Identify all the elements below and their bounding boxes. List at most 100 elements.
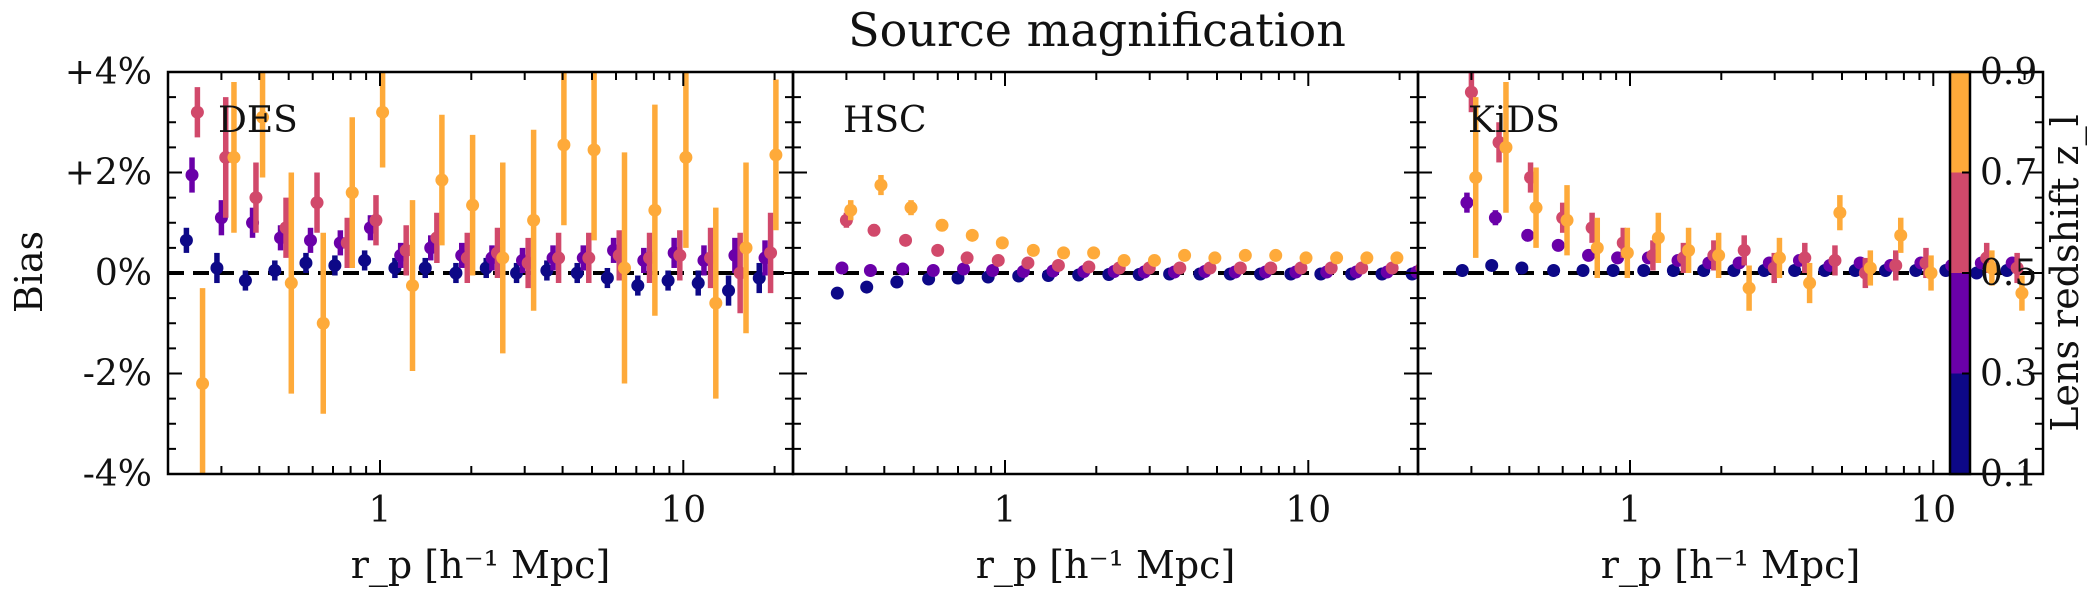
data-point	[679, 150, 693, 164]
data-point	[1385, 261, 1399, 275]
data-point	[1082, 260, 1096, 274]
data-point	[1833, 206, 1847, 220]
data-point	[600, 271, 614, 285]
data-point	[496, 251, 510, 265]
data-point	[1737, 243, 1751, 257]
x-tick-label: 1	[1619, 490, 1642, 531]
data-point	[986, 263, 1000, 277]
data-point	[648, 203, 662, 217]
data-point	[1057, 246, 1071, 260]
data-point	[1637, 263, 1651, 277]
data-point	[1515, 261, 1529, 275]
data-point	[764, 246, 778, 260]
data-point	[1803, 276, 1817, 290]
ticks	[167, 71, 793, 475]
x-tick-label: 1	[994, 490, 1017, 531]
data-point	[874, 178, 888, 192]
data-point	[1712, 248, 1726, 262]
y-tick-label: -4%	[83, 454, 152, 495]
data-point	[1087, 246, 1101, 260]
x-axis-label: r_p [h⁻¹ Mpc]	[351, 543, 611, 588]
data-point	[540, 263, 554, 277]
data-point	[582, 251, 596, 265]
data-point	[1324, 261, 1338, 275]
series-3	[196, 72, 783, 474]
y-tick-label: +4%	[65, 52, 152, 93]
data-point	[1026, 243, 1040, 257]
data-point	[316, 316, 330, 330]
data-point	[406, 279, 420, 293]
data-point	[1390, 251, 1404, 265]
data-point	[1889, 258, 1903, 272]
data-point	[890, 275, 904, 289]
data-point	[1173, 261, 1187, 275]
x-axis-label: r_p [h⁻¹ Mpc]	[1601, 543, 1861, 588]
data-point	[960, 251, 974, 265]
data-point	[328, 258, 342, 272]
data-point	[268, 263, 282, 277]
data-point	[1798, 251, 1812, 265]
series-0	[179, 227, 766, 306]
colorbar-segment	[1950, 172, 1970, 273]
data-point	[739, 241, 753, 255]
data-point	[179, 233, 193, 247]
data-point	[424, 241, 438, 255]
data-point	[435, 173, 449, 187]
x-axis-label: r_p [h⁻¹ Mpc]	[976, 543, 1236, 588]
data-point	[867, 223, 881, 237]
data-points	[830, 175, 1434, 300]
data-point	[1788, 263, 1802, 277]
data-point	[1620, 246, 1634, 260]
data-point	[1355, 261, 1369, 275]
x-tick-label: 1	[369, 490, 392, 531]
data-point	[722, 284, 736, 298]
data-point	[303, 233, 317, 247]
data-point	[1894, 228, 1908, 242]
data-point	[1499, 140, 1513, 154]
data-point	[284, 276, 298, 290]
data-point	[860, 280, 874, 294]
data-point	[1863, 261, 1877, 275]
data-point	[863, 263, 877, 277]
data-point	[369, 213, 383, 227]
data-point	[1666, 263, 1680, 277]
data-point	[310, 196, 324, 210]
data-point	[899, 233, 913, 247]
series-3	[1469, 82, 2029, 311]
data-point	[1330, 251, 1344, 265]
data-point	[1924, 266, 1938, 280]
series-1	[1460, 192, 2019, 272]
data-point	[1294, 261, 1308, 275]
data-point	[1421, 254, 1434, 267]
data-point	[835, 261, 849, 275]
data-points	[1455, 72, 2029, 311]
data-point	[1682, 243, 1696, 257]
data-point	[1117, 253, 1131, 267]
data-point	[1238, 248, 1252, 262]
data-point	[844, 203, 858, 217]
data-point	[1021, 256, 1035, 270]
data-point	[1560, 213, 1574, 227]
data-point	[345, 186, 359, 200]
data-point	[358, 253, 372, 267]
data-point	[1147, 253, 1161, 267]
panel-hsc: 1 10 r_p [h⁻¹ Mpc] HSC	[791, 70, 1434, 588]
data-point	[896, 262, 910, 276]
data-point	[1469, 171, 1483, 185]
data-point	[1208, 251, 1222, 265]
data-point	[1529, 201, 1543, 215]
data-point	[1455, 263, 1469, 277]
data-point	[673, 248, 687, 262]
colorbar-tick-label: 0.7	[1980, 153, 2037, 194]
data-point	[1485, 258, 1499, 272]
colorbar-tick-label: 0.5	[1980, 253, 2037, 294]
data-point	[1488, 211, 1502, 225]
data-point	[709, 296, 723, 310]
data-point	[935, 218, 949, 232]
data-point	[1460, 196, 1474, 210]
ticks	[792, 71, 1418, 475]
data-point	[1606, 263, 1620, 277]
data-point	[931, 243, 945, 257]
